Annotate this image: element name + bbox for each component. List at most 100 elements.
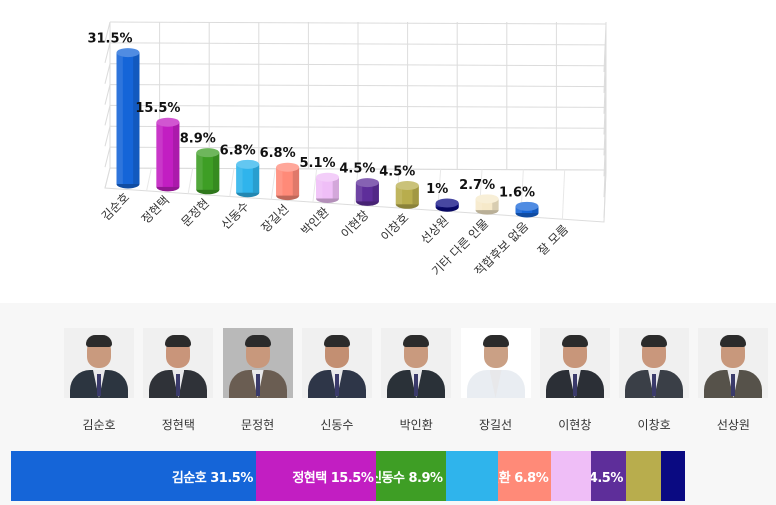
candidate-name: 박인환 (399, 418, 433, 432)
segment-label: 신동수 8.9% (376, 470, 443, 486)
bar-top (435, 198, 459, 208)
candidate-card: 장길선 (460, 328, 531, 433)
gridline (104, 126, 111, 147)
candidate-photo (539, 328, 610, 398)
bar-shadow (292, 167, 300, 196)
bar-정현택 (156, 117, 180, 192)
bar-이창호 (395, 181, 419, 209)
segment-label: 김순호 31.5% (171, 470, 254, 486)
value-label: 6.8% (220, 143, 256, 158)
gridline (229, 168, 235, 197)
value-label: 4.5% (339, 162, 375, 177)
bar-shadow (492, 198, 499, 211)
bar-highlight (475, 198, 482, 211)
candidate-photo (64, 328, 134, 398)
gridline (104, 147, 111, 168)
segment-label: 선상원 4.5% (590, 470, 623, 486)
candidate-panel: 김순호 정현택 문정현 신동수 박인환 장길선 이현창 이창호 선상원 김순호 31.5% 정현택… (0, 303, 776, 505)
bar-이현창 (355, 178, 379, 206)
bar-top (515, 201, 539, 211)
candidate-name: 문정현 (241, 418, 275, 432)
candidate-card: 정현택 (143, 328, 214, 433)
stacked-result-bar: 김순호 31.5% 정현택 15.5%신동수 8.9% 박인환 6.8% 선상원 4.… (11, 451, 685, 501)
candidate-card: 박인환 (381, 328, 452, 433)
gridline (561, 169, 566, 220)
value-label: 15.5% (135, 101, 180, 116)
value-label: 1% (426, 182, 448, 197)
bar-top (316, 172, 339, 182)
candidate-photo (222, 328, 293, 398)
value-label: 2.7% (459, 178, 495, 193)
category-label: 박인환 (298, 205, 331, 238)
bar-top (276, 162, 300, 172)
category-label: 잘 모름 (535, 222, 571, 258)
value-label: 6.8% (260, 146, 296, 161)
candidate-photo (619, 328, 690, 398)
bar-highlight (276, 167, 283, 196)
bar-shadow (372, 182, 379, 202)
category-label: 정현택 (139, 193, 172, 226)
gridline (104, 105, 111, 126)
value-label: 5.1% (299, 156, 335, 171)
category-label: 이창호 (378, 211, 411, 244)
bar-신동수 (236, 159, 260, 198)
bar-highlight (196, 152, 203, 190)
candidate-photo (698, 328, 769, 398)
bar-김순호 (116, 48, 140, 189)
candidate-card: 김순호 (64, 328, 134, 433)
bar-highlight (116, 52, 123, 184)
result-segment (551, 451, 591, 501)
value-label: 4.5% (379, 165, 415, 180)
gridline (146, 168, 152, 191)
category-label: 신동수 (218, 199, 251, 232)
candidate-name: 장길선 (478, 418, 513, 432)
candidate-card: 신동수 (301, 328, 372, 433)
chart-bars (116, 48, 539, 218)
value-labels: 31.5%15.5%8.9%6.8% 6.8%5.1% 4.5% 4.5%1% 2.7%… (87, 32, 535, 201)
gridline (104, 21, 111, 43)
bar-body (475, 198, 499, 211)
bar-top (236, 159, 260, 169)
category-label: 이현창 (338, 208, 371, 241)
bar-shadow (332, 177, 339, 199)
result-segment: 정현택 15.5% (255, 451, 377, 501)
result-segment (445, 451, 499, 501)
bar-shadow (133, 52, 140, 184)
candidate-photo (381, 328, 452, 398)
gridline (270, 168, 276, 200)
bar-장길선 (276, 162, 300, 201)
bar-top (156, 117, 180, 127)
category-label: 선상원 (418, 213, 451, 246)
candidate-name: 이창호 (637, 418, 671, 432)
bar-적합후보 없음 (515, 201, 539, 218)
category-label: 김순호 (99, 190, 132, 223)
candidate-name: 신동수 (320, 418, 354, 432)
candidate-name: 김순호 (82, 418, 116, 432)
result-segment: 박인환 6.8% (498, 451, 552, 501)
segment-label: 박인환 6.8% (498, 470, 549, 486)
candidate-photo (460, 328, 531, 398)
result-segment: 김순호 31.5% (11, 451, 256, 501)
value-label: 1.6% (499, 185, 535, 200)
result-segment: 신동수 8.9% (376, 451, 446, 501)
bar-shadow (412, 185, 419, 205)
bar-top (196, 148, 220, 158)
bar-shadow (252, 164, 260, 193)
gridline (187, 168, 194, 194)
gridline (104, 42, 111, 63)
value-label: 31.5% (87, 32, 132, 47)
segment-label: 정현택 15.5% (292, 470, 374, 486)
bar-top (116, 48, 140, 58)
bar-top (355, 178, 379, 188)
result-segment: 선상원 4.5% (590, 451, 626, 501)
value-label: 8.9% (180, 132, 216, 147)
candidate-name: 선상원 (716, 418, 750, 432)
bar-박인환 (316, 172, 339, 203)
bar-top (475, 194, 499, 204)
bar-highlight (515, 206, 522, 213)
bar-선상원 (435, 198, 459, 212)
candidate-card: 이현창 (539, 328, 610, 433)
candidate-photo (143, 328, 214, 398)
bar-shadow (212, 152, 220, 190)
gridline (104, 63, 111, 84)
